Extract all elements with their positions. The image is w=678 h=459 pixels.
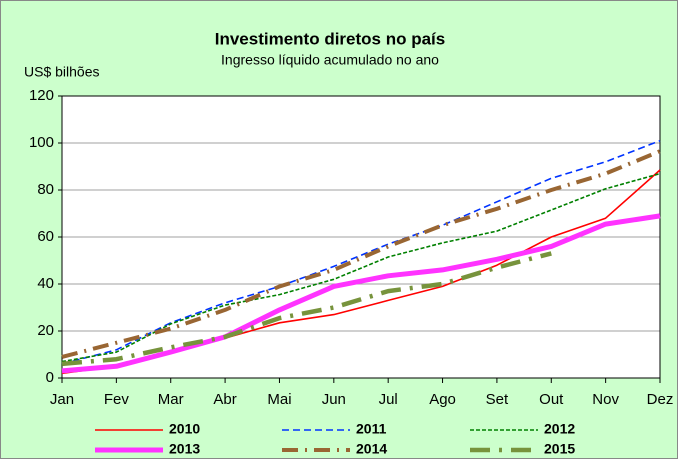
x-tick-label: Jul	[379, 391, 398, 408]
chart-title: Investimento diretos no país	[215, 29, 446, 48]
legend-label: 2014	[356, 441, 387, 457]
y-tick-label: 120	[29, 87, 54, 104]
x-tick-label: Abr	[213, 391, 236, 408]
x-tick-label: Jan	[50, 391, 74, 408]
y-tick-label: 60	[37, 228, 54, 245]
y-axis-label: US$ bilhões	[24, 64, 100, 80]
x-tick-label: Fev	[104, 391, 130, 408]
x-tick-label: Mai	[267, 391, 291, 408]
legend-label: 2013	[169, 441, 200, 457]
plot-frame	[61, 95, 661, 379]
x-tick-label: Ago	[429, 391, 456, 408]
legend-label: 2011	[356, 421, 387, 437]
series-line	[61, 139, 661, 365]
legend-label: 2012	[544, 421, 575, 437]
y-tick-label: 80	[37, 181, 54, 198]
series-line	[61, 172, 661, 363]
y-tick-label: 20	[37, 322, 54, 339]
series-line	[61, 251, 552, 367]
y-tick-label: 100	[29, 134, 54, 151]
chart-subtitle: Ingresso líquido acumulado no ano	[221, 52, 439, 68]
x-tick-label: Dez	[647, 391, 674, 408]
x-tick-label: Nov	[592, 391, 619, 408]
y-tick-label: 40	[37, 275, 54, 292]
series-line	[61, 149, 661, 359]
legend-label: 2010	[169, 421, 200, 437]
x-tick-label: Set	[486, 391, 509, 408]
y-tick-label: 0	[46, 369, 54, 386]
x-tick-label: Jun	[322, 391, 346, 408]
series-line	[61, 213, 661, 374]
x-tick-label: Mar	[158, 391, 184, 408]
legend-label: 2015	[544, 441, 575, 457]
x-tick-label: Out	[539, 391, 564, 408]
